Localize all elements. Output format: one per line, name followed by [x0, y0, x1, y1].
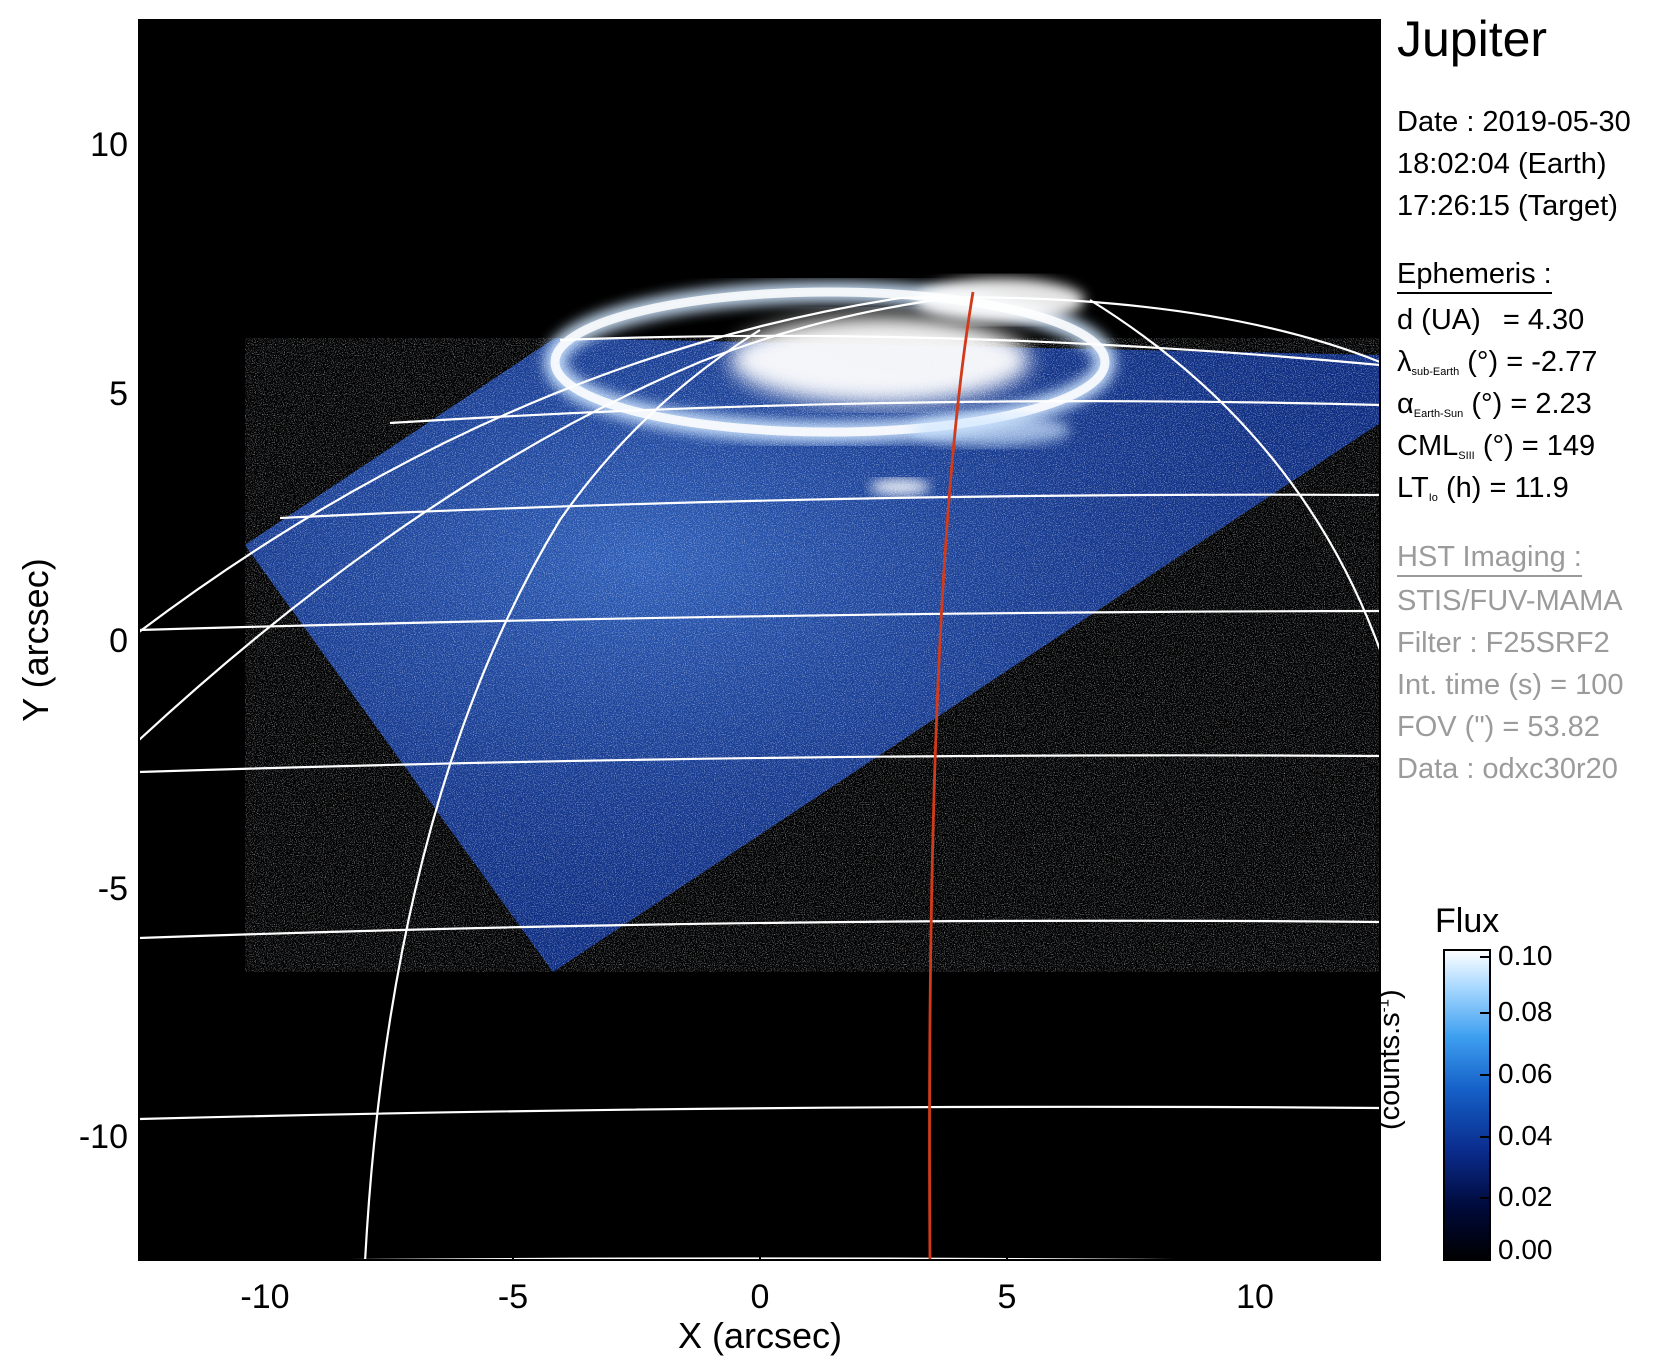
- colorbar-tick-label: 0.06: [1498, 1058, 1553, 1089]
- x-tick-label: 5: [998, 1278, 1017, 1316]
- hst-heading-text: HST Imaging :: [1397, 543, 1582, 577]
- sub-earth-latitude-line: λsub-Earth (°) = -2.77: [1397, 348, 1597, 378]
- cml-subscript: SIII: [1458, 450, 1475, 462]
- hst-integration-time: Int. time (s) = 100: [1397, 669, 1624, 701]
- x-tick-label: -10: [240, 1278, 289, 1316]
- local-time-line: LTIo (h) = 11.9: [1397, 474, 1569, 504]
- colorbar-unit-text: (counts.s: [1374, 1012, 1406, 1130]
- x-tick-label: -5: [498, 1278, 528, 1316]
- cml-symbol: CML: [1397, 430, 1459, 462]
- latitude-value: (°) = -2.77: [1467, 346, 1598, 378]
- hst-heading: HST Imaging :: [1397, 543, 1582, 577]
- cml-value: (°) = 149: [1482, 430, 1596, 462]
- colorbar-tick-label: 0.04: [1498, 1120, 1553, 1151]
- y-tick-label: 5: [109, 375, 128, 413]
- y-tick-label: -5: [98, 870, 128, 908]
- latitude-symbol: λ: [1397, 346, 1412, 378]
- figure-title: Jupiter: [1397, 11, 1548, 67]
- x-axis-label: X (arcsec): [678, 1315, 842, 1356]
- y-tick-label: -10: [79, 1118, 128, 1156]
- earth-time: 18:02:04 (Earth): [1397, 148, 1607, 180]
- lt-subscript: Io: [1428, 492, 1438, 504]
- x-tick-label: 10: [1236, 1278, 1274, 1316]
- colorbar-unit-end: ): [1374, 989, 1406, 999]
- distance-label: d (UA): [1397, 304, 1481, 336]
- colorbar-unit-sup: -1: [1375, 998, 1393, 1013]
- date-line: Date : 2019-05-30: [1397, 106, 1631, 138]
- distance-line: d (UA) = 4.30: [1397, 306, 1584, 335]
- phase-symbol: α: [1397, 388, 1414, 420]
- colorbar-tick-label: 0.08: [1498, 996, 1553, 1027]
- auroral-oval: [544, 278, 1116, 495]
- lt-symbol: LT: [1397, 472, 1429, 504]
- colorbar-unit: (counts.s-1): [1374, 989, 1407, 1130]
- axis-ticks: [139, 143, 1256, 1260]
- hst-fov: FOV (") = 53.82: [1397, 711, 1600, 743]
- hst-instrument: STIS/FUV-MAMA: [1397, 585, 1623, 617]
- ephemeris-heading-text: Ephemeris :: [1397, 260, 1552, 294]
- phase-angle-line: αEarth-Sun (°) = 2.23: [1397, 390, 1592, 420]
- cml-line: CMLSIII (°) = 149: [1397, 432, 1595, 462]
- planet-grid: [139, 296, 1380, 1260]
- x-tick-label: 0: [751, 1278, 770, 1316]
- hst-filter: Filter : F25SRF2: [1397, 627, 1610, 659]
- y-tick-label: 0: [109, 622, 128, 660]
- y-axis-label: Y (arcsec): [15, 558, 56, 721]
- phase-value: (°) = 2.23: [1471, 388, 1592, 420]
- colorbar: [1443, 949, 1491, 1261]
- colorbar-tick-label: 0.02: [1498, 1181, 1553, 1212]
- target-time: 17:26:15 (Target): [1397, 190, 1618, 222]
- colorbar-title: Flux: [1435, 902, 1500, 940]
- latitude-subscript: sub-Earth: [1411, 366, 1460, 378]
- io-footprint-line: [928, 291, 975, 1260]
- y-tick-label: 10: [90, 126, 128, 164]
- lt-value: (h) = 11.9: [1445, 472, 1569, 504]
- ephemeris-heading: Ephemeris :: [1397, 260, 1552, 294]
- hst-dataset: Data : odxc30r20: [1397, 753, 1618, 785]
- colorbar-tick-label: 0.10: [1498, 940, 1553, 971]
- colorbar-tick-label: 0.00: [1498, 1234, 1553, 1265]
- detector-frame-noise: [245, 338, 1380, 972]
- distance-value: = 4.30: [1502, 304, 1585, 336]
- colorbar-ticks: [1480, 956, 1490, 1199]
- phase-subscript: Earth-Sun: [1413, 408, 1464, 420]
